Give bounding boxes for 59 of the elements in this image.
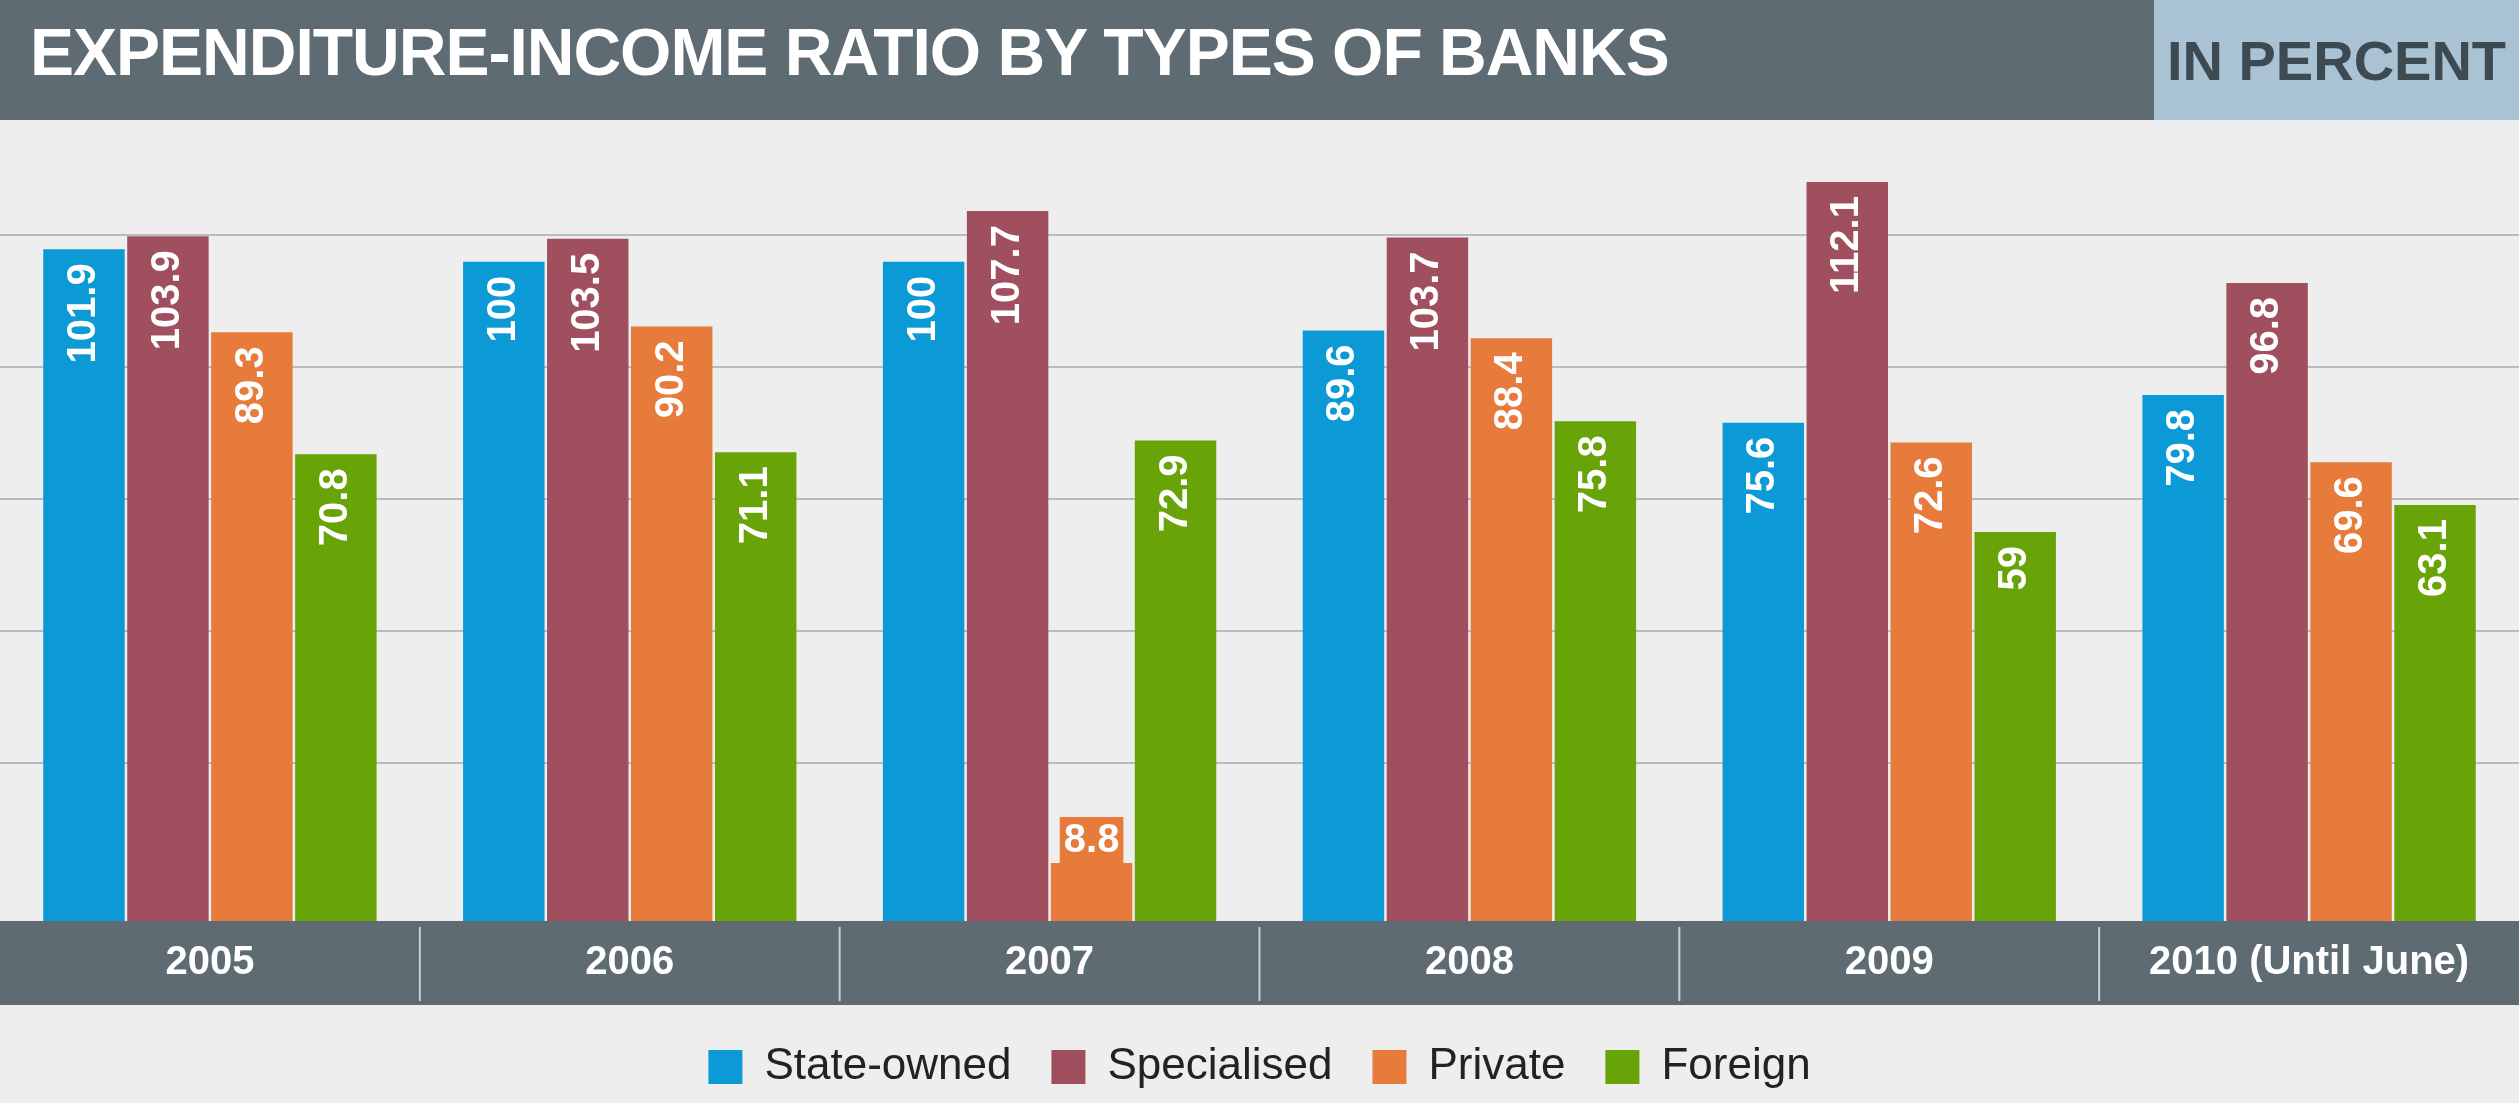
data-label: 59 [1990, 546, 2035, 591]
data-label: 112.1 [1822, 196, 1867, 294]
x-tick-label: 2008 [1424, 938, 1514, 983]
data-label: 72.6 [1906, 456, 1951, 535]
bar [211, 332, 293, 921]
bar [1302, 330, 1385, 921]
data-label: 101.9 [59, 263, 103, 364]
chart-subtitle: IN PERCENT [2154, 0, 2519, 120]
bar [547, 238, 629, 921]
data-label: 79.8 [2158, 408, 2203, 487]
bar [714, 452, 797, 921]
legend-label: Specialised [1107, 1039, 1333, 1089]
legend-label: State-owned [764, 1039, 1012, 1089]
data-label: 89.6 [1318, 344, 1363, 423]
bar [1806, 182, 1888, 921]
data-label: 88.4 [1486, 351, 1531, 431]
chart-title: EXPENDITURE-INCOME RATIO BY TYPES OF BANKS [30, 14, 1669, 90]
data-label: 70.8 [310, 468, 355, 547]
x-tick-label: 2007 [1005, 938, 1095, 983]
data-label: 71.1 [730, 466, 775, 545]
data-label: 75.8 [1570, 435, 1615, 514]
bar [2142, 394, 2224, 921]
bar [2394, 505, 2476, 921]
bar [463, 261, 545, 921]
bar [1890, 442, 1972, 921]
x-tick-label: 2009 [1844, 938, 1934, 983]
bar [1722, 422, 1805, 921]
x-tick-label: 2010 (Until June) [2149, 938, 2470, 983]
bar [2310, 462, 2392, 921]
bar [882, 261, 965, 921]
bar [1974, 532, 2056, 921]
bar [1134, 440, 1217, 921]
data-label: 8.8 [1063, 816, 1120, 861]
data-label: 63.1 [2410, 519, 2455, 597]
data-label: 96.8 [2242, 296, 2287, 375]
bar [1470, 338, 1553, 921]
bar [1554, 421, 1637, 921]
bar [966, 211, 1049, 921]
bar [631, 326, 713, 921]
x-tick-label: 2005 [165, 938, 255, 983]
bar [295, 454, 377, 921]
data-label: 90.2 [646, 340, 691, 419]
legend-label: Foreign [1661, 1039, 1811, 1089]
data-label: 103.5 [562, 252, 607, 353]
data-label: 103.9 [142, 250, 187, 351]
data-label: 103.7 [1402, 251, 1447, 352]
data-label: 100 [478, 275, 523, 343]
data-label: 69.6 [2326, 476, 2371, 555]
bar [2226, 282, 2308, 921]
data-label: 100 [898, 275, 943, 343]
data-label: 107.7 [982, 225, 1027, 326]
legend-label: Private [1428, 1039, 1566, 1089]
bar [43, 249, 125, 921]
bar [127, 236, 209, 921]
data-label: 89.3 [226, 346, 271, 425]
bar [1386, 237, 1469, 921]
data-label: 75.6 [1738, 436, 1783, 515]
x-tick-label: 2006 [585, 938, 675, 983]
data-label: 72.9 [1150, 454, 1195, 533]
